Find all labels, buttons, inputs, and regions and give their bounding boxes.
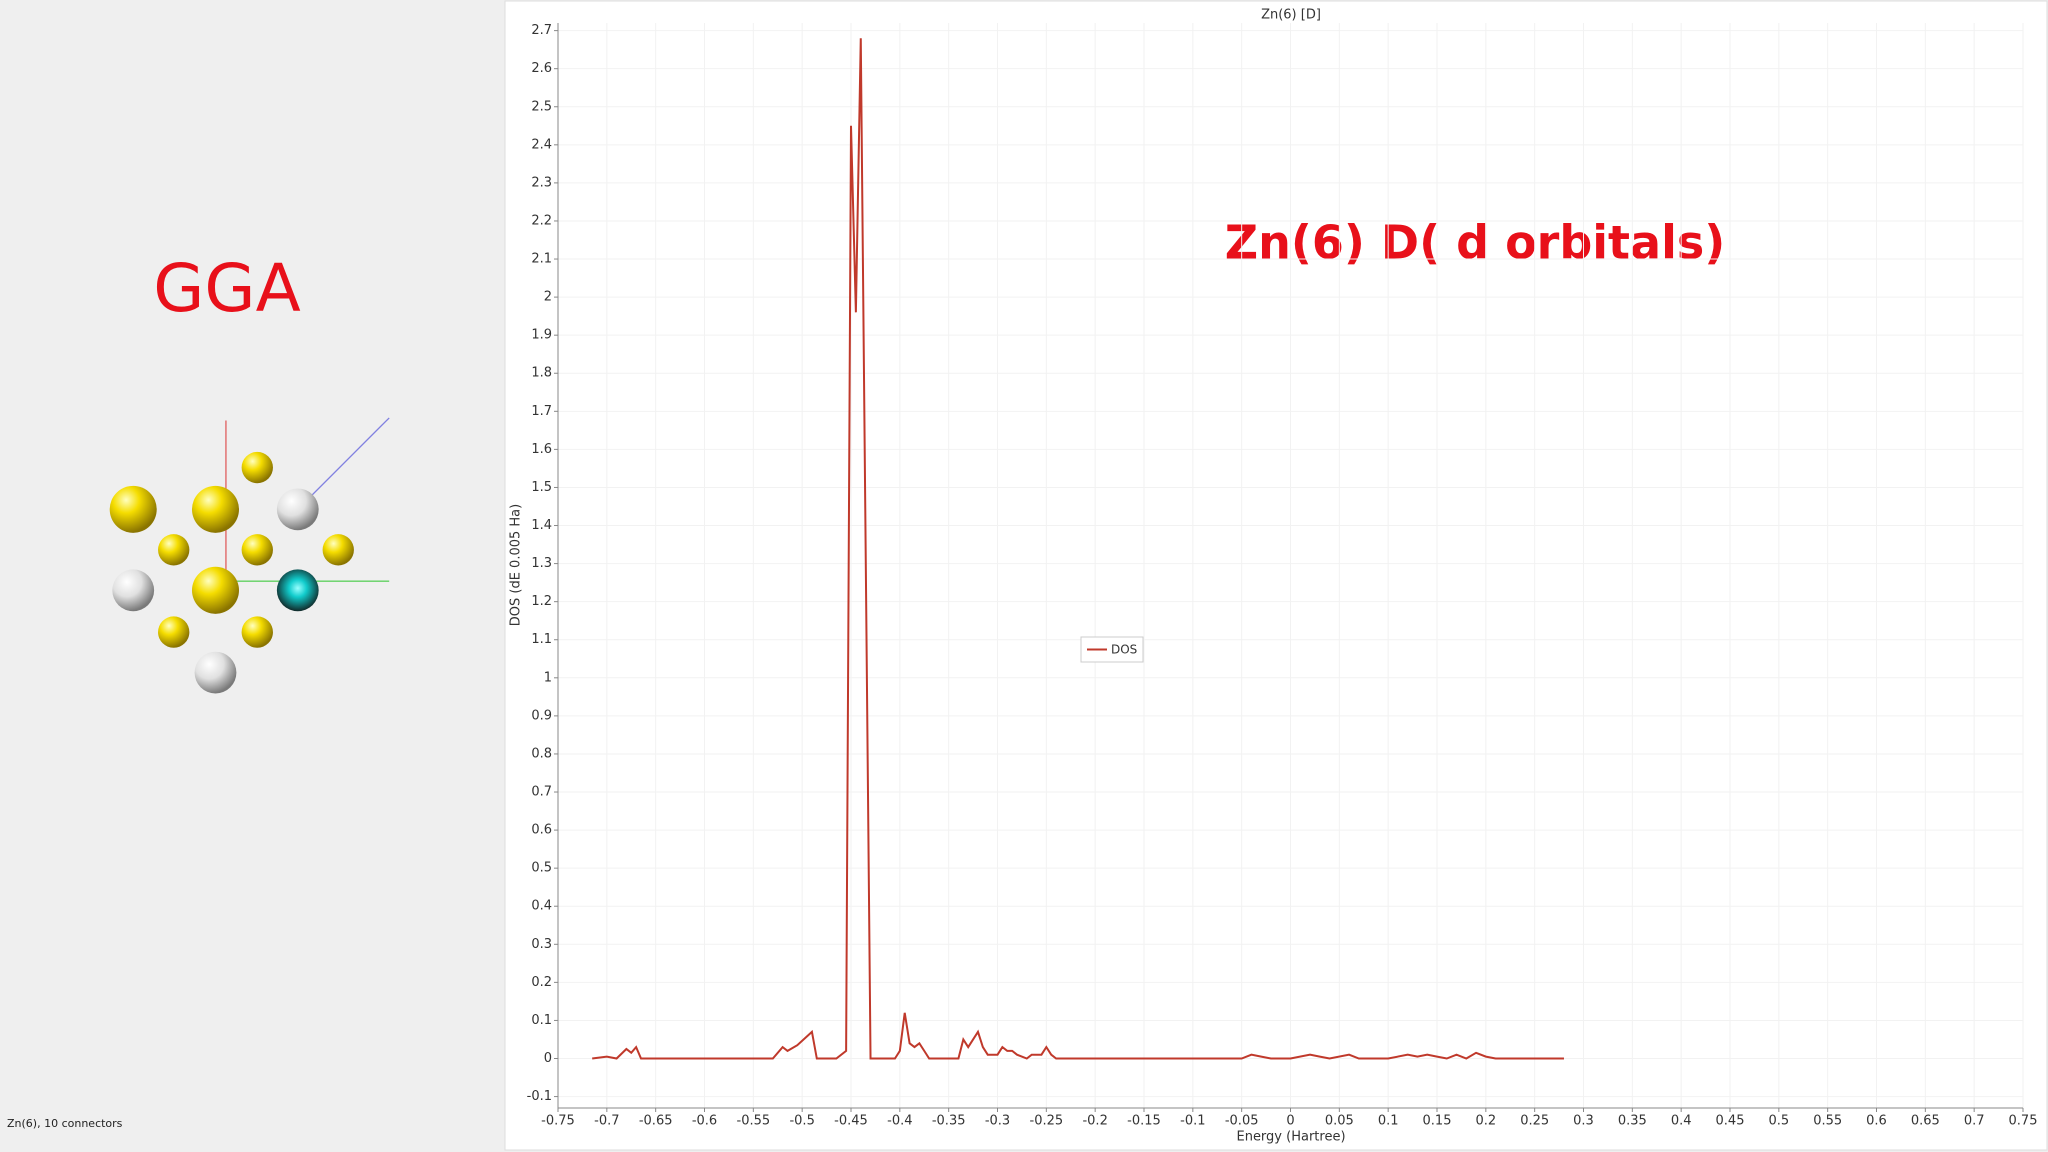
x-tick-label: 0.4 (1671, 1114, 1692, 1129)
y-tick-label: 2.5 (531, 99, 552, 114)
x-tick-label: -0.15 (1127, 1114, 1161, 1129)
x-tick-label: 0.45 (1716, 1114, 1745, 1129)
x-tick-label: 0.1 (1378, 1114, 1399, 1129)
data-line (592, 38, 1564, 1060)
y-tick-label: 0.7 (531, 785, 552, 800)
y-tick-label: 0.4 (531, 899, 552, 914)
x-tick-label: -0.45 (834, 1114, 868, 1129)
chart-title: Zn(6) [D] (1261, 8, 1321, 23)
x-tick-label: 0.75 (2009, 1114, 2038, 1129)
y-tick-label: 0.9 (531, 708, 552, 723)
x-tick-label: 0.05 (1325, 1114, 1354, 1129)
x-tick-label: 0.55 (1813, 1114, 1842, 1129)
x-tick-label: 0.25 (1520, 1114, 1549, 1129)
y-tick-label: 1.3 (531, 556, 552, 571)
x-tick-label: 0.35 (1618, 1114, 1647, 1129)
y-tick-label: 1.8 (531, 366, 552, 381)
method-label: GGA (153, 250, 300, 327)
x-tick-label: -0.75 (541, 1114, 575, 1129)
x-tick-label: -0.65 (639, 1114, 673, 1129)
x-tick-label: 0.6 (1866, 1114, 1887, 1129)
x-tick-label: -0.2 (1082, 1114, 1107, 1129)
chart-panel (504, 0, 2048, 1151)
y-tick-label: 2.3 (531, 175, 552, 190)
y-tick-label: 0.3 (531, 937, 552, 952)
y-tick-label: 1.7 (531, 404, 552, 419)
y-tick-label: 2.6 (531, 61, 552, 76)
legend-label: DOS (1111, 643, 1137, 657)
y-tick-label: 1 (544, 670, 552, 685)
x-tick-label: 0.5 (1768, 1114, 1789, 1129)
y-tick-label: 2.1 (531, 252, 552, 267)
status-text: Zn(6), 10 connectors (7, 1117, 123, 1130)
y-tick-label: 2.4 (531, 137, 552, 152)
x-tick-label: -0.1 (1180, 1114, 1205, 1129)
y-tick-label: 1.1 (531, 632, 552, 647)
y-tick-label: 0.2 (531, 975, 552, 990)
y-tick-label: 0 (544, 1051, 552, 1066)
y-tick-label: 0.1 (531, 1013, 552, 1028)
y-tick-label: -0.1 (527, 1089, 552, 1104)
x-tick-label: -0.55 (737, 1114, 771, 1129)
x-tick-label: -0.3 (985, 1114, 1010, 1129)
y-tick-label: 1.5 (531, 480, 552, 495)
x-tick-label: 0.65 (1911, 1114, 1940, 1129)
y-tick-label: 1.4 (531, 518, 552, 533)
x-tick-label: -0.4 (887, 1114, 912, 1129)
y-tick-label: 2.7 (531, 23, 552, 38)
y-tick-label: 1.6 (531, 442, 552, 457)
x-tick-label: -0.35 (932, 1114, 966, 1129)
x-tick-label: -0.7 (594, 1114, 619, 1129)
x-tick-label: 0 (1286, 1114, 1294, 1129)
x-tick-label: -0.05 (1225, 1114, 1259, 1129)
x-tick-label: 0.2 (1475, 1114, 1496, 1129)
y-tick-label: 1.2 (531, 594, 552, 609)
y-tick-label: 0.5 (531, 861, 552, 876)
x-tick-label: 0.7 (1964, 1114, 1985, 1129)
x-tick-label: 0.15 (1423, 1114, 1452, 1129)
y-tick-label: 1.9 (531, 328, 552, 343)
y-tick-label: 2.2 (531, 213, 552, 228)
x-tick-label: -0.5 (789, 1114, 814, 1129)
y-tick-label: 0.6 (531, 823, 552, 838)
x-tick-label: -0.25 (1030, 1114, 1064, 1129)
x-tick-label: -0.6 (692, 1114, 717, 1129)
x-axis-label: Energy (Hartree) (1236, 1130, 1345, 1145)
y-tick-label: 0.8 (531, 746, 552, 761)
x-tick-label: 0.3 (1573, 1114, 1594, 1129)
left-panel (0, 0, 505, 1152)
y-axis-label: DOS (dE 0.005 Ha) (509, 504, 524, 626)
annotation: Zn(6) D( d orbitals) (1225, 216, 1726, 270)
molecule (109, 417, 390, 694)
y-tick-label: 2 (544, 290, 552, 305)
